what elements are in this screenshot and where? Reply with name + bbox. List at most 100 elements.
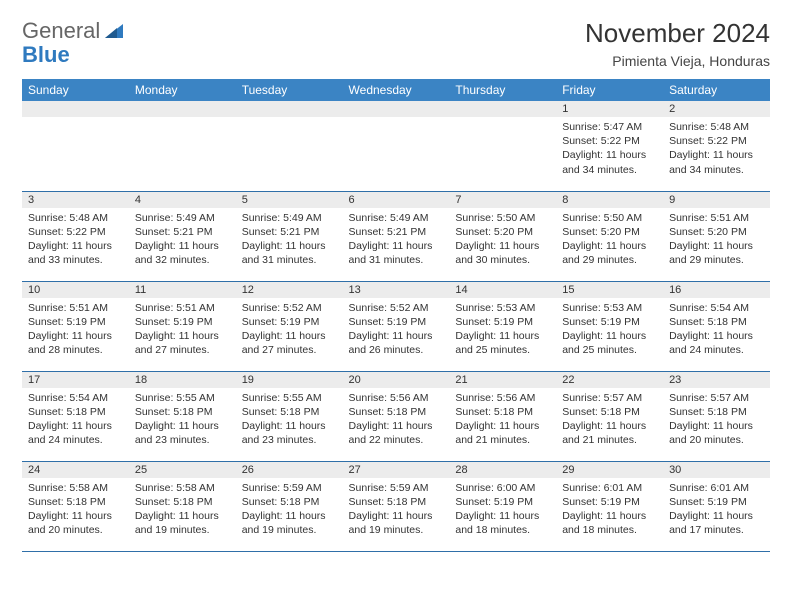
day-data: Sunrise: 5:58 AMSunset: 5:18 PMDaylight:… [129, 478, 236, 542]
day-data: Sunrise: 5:53 AMSunset: 5:19 PMDaylight:… [556, 298, 663, 362]
calendar-row: 1Sunrise: 5:47 AMSunset: 5:22 PMDaylight… [22, 101, 770, 191]
calendar-cell: 20Sunrise: 5:56 AMSunset: 5:18 PMDayligh… [343, 371, 450, 461]
day-data: Sunrise: 6:01 AMSunset: 5:19 PMDaylight:… [556, 478, 663, 542]
calendar-cell: 17Sunrise: 5:54 AMSunset: 5:18 PMDayligh… [22, 371, 129, 461]
day-data: Sunrise: 5:49 AMSunset: 5:21 PMDaylight:… [236, 208, 343, 272]
weekday-header: Friday [556, 79, 663, 101]
day-data: Sunrise: 5:49 AMSunset: 5:21 PMDaylight:… [343, 208, 450, 272]
day-number: 27 [343, 462, 450, 478]
calendar-cell: 9Sunrise: 5:51 AMSunset: 5:20 PMDaylight… [663, 191, 770, 281]
day-number: 3 [22, 192, 129, 208]
day-data: Sunrise: 5:54 AMSunset: 5:18 PMDaylight:… [22, 388, 129, 452]
weekday-header: Wednesday [343, 79, 450, 101]
day-number: 28 [449, 462, 556, 478]
weekday-header: Monday [129, 79, 236, 101]
calendar-cell: 13Sunrise: 5:52 AMSunset: 5:19 PMDayligh… [343, 281, 450, 371]
day-number: 13 [343, 282, 450, 298]
day-number: 1 [556, 101, 663, 117]
weekday-header: Tuesday [236, 79, 343, 101]
day-data: Sunrise: 5:51 AMSunset: 5:19 PMDaylight:… [22, 298, 129, 362]
weekday-row: SundayMondayTuesdayWednesdayThursdayFrid… [22, 79, 770, 101]
day-data: Sunrise: 6:01 AMSunset: 5:19 PMDaylight:… [663, 478, 770, 542]
calendar-cell [129, 101, 236, 191]
logo-blue-row: Blue [22, 42, 70, 68]
day-number: 8 [556, 192, 663, 208]
calendar-cell: 19Sunrise: 5:55 AMSunset: 5:18 PMDayligh… [236, 371, 343, 461]
calendar-cell: 26Sunrise: 5:59 AMSunset: 5:18 PMDayligh… [236, 461, 343, 551]
calendar-cell: 18Sunrise: 5:55 AMSunset: 5:18 PMDayligh… [129, 371, 236, 461]
day-number: 30 [663, 462, 770, 478]
logo: General [22, 18, 127, 44]
day-data: Sunrise: 5:55 AMSunset: 5:18 PMDaylight:… [236, 388, 343, 452]
calendar-cell: 8Sunrise: 5:50 AMSunset: 5:20 PMDaylight… [556, 191, 663, 281]
calendar-cell [22, 101, 129, 191]
day-data: Sunrise: 5:57 AMSunset: 5:18 PMDaylight:… [663, 388, 770, 452]
day-number-empty [129, 101, 236, 117]
calendar-cell: 6Sunrise: 5:49 AMSunset: 5:21 PMDaylight… [343, 191, 450, 281]
day-number-empty [22, 101, 129, 117]
calendar-cell: 4Sunrise: 5:49 AMSunset: 5:21 PMDaylight… [129, 191, 236, 281]
calendar-cell: 12Sunrise: 5:52 AMSunset: 5:19 PMDayligh… [236, 281, 343, 371]
day-number: 24 [22, 462, 129, 478]
calendar-body: 1Sunrise: 5:47 AMSunset: 5:22 PMDaylight… [22, 101, 770, 551]
day-data: Sunrise: 5:59 AMSunset: 5:18 PMDaylight:… [343, 478, 450, 542]
calendar-cell: 1Sunrise: 5:47 AMSunset: 5:22 PMDaylight… [556, 101, 663, 191]
weekday-header: Sunday [22, 79, 129, 101]
day-number: 23 [663, 372, 770, 388]
weekday-header: Thursday [449, 79, 556, 101]
day-data: Sunrise: 5:50 AMSunset: 5:20 PMDaylight:… [449, 208, 556, 272]
day-number-empty [449, 101, 556, 117]
day-number: 6 [343, 192, 450, 208]
day-data: Sunrise: 5:52 AMSunset: 5:19 PMDaylight:… [343, 298, 450, 362]
calendar-cell: 3Sunrise: 5:48 AMSunset: 5:22 PMDaylight… [22, 191, 129, 281]
day-data: Sunrise: 5:48 AMSunset: 5:22 PMDaylight:… [663, 117, 770, 181]
calendar-cell [343, 101, 450, 191]
logo-text-blue: Blue [22, 42, 70, 67]
day-data: Sunrise: 5:56 AMSunset: 5:18 PMDaylight:… [343, 388, 450, 452]
calendar-cell [236, 101, 343, 191]
day-number: 29 [556, 462, 663, 478]
page-title: November 2024 [585, 18, 770, 49]
calendar-head: SundayMondayTuesdayWednesdayThursdayFrid… [22, 79, 770, 101]
calendar-cell: 23Sunrise: 5:57 AMSunset: 5:18 PMDayligh… [663, 371, 770, 461]
title-block: November 2024 Pimienta Vieja, Honduras [585, 18, 770, 69]
day-data: Sunrise: 5:49 AMSunset: 5:21 PMDaylight:… [129, 208, 236, 272]
day-number: 17 [22, 372, 129, 388]
calendar-cell: 11Sunrise: 5:51 AMSunset: 5:19 PMDayligh… [129, 281, 236, 371]
day-data: Sunrise: 5:48 AMSunset: 5:22 PMDaylight:… [22, 208, 129, 272]
calendar-cell: 27Sunrise: 5:59 AMSunset: 5:18 PMDayligh… [343, 461, 450, 551]
calendar-cell: 2Sunrise: 5:48 AMSunset: 5:22 PMDaylight… [663, 101, 770, 191]
day-data: Sunrise: 5:51 AMSunset: 5:20 PMDaylight:… [663, 208, 770, 272]
day-number: 21 [449, 372, 556, 388]
day-data: Sunrise: 5:54 AMSunset: 5:18 PMDaylight:… [663, 298, 770, 362]
day-number: 4 [129, 192, 236, 208]
day-number: 18 [129, 372, 236, 388]
calendar-cell: 7Sunrise: 5:50 AMSunset: 5:20 PMDaylight… [449, 191, 556, 281]
day-number: 26 [236, 462, 343, 478]
calendar-row: 17Sunrise: 5:54 AMSunset: 5:18 PMDayligh… [22, 371, 770, 461]
calendar-cell: 29Sunrise: 6:01 AMSunset: 5:19 PMDayligh… [556, 461, 663, 551]
day-number: 11 [129, 282, 236, 298]
day-number: 5 [236, 192, 343, 208]
calendar-cell: 5Sunrise: 5:49 AMSunset: 5:21 PMDaylight… [236, 191, 343, 281]
day-data: Sunrise: 5:51 AMSunset: 5:19 PMDaylight:… [129, 298, 236, 362]
day-number: 25 [129, 462, 236, 478]
calendar-row: 24Sunrise: 5:58 AMSunset: 5:18 PMDayligh… [22, 461, 770, 551]
day-number: 10 [22, 282, 129, 298]
day-data: Sunrise: 5:56 AMSunset: 5:18 PMDaylight:… [449, 388, 556, 452]
calendar-cell: 22Sunrise: 5:57 AMSunset: 5:18 PMDayligh… [556, 371, 663, 461]
day-number: 2 [663, 101, 770, 117]
day-number-empty [343, 101, 450, 117]
calendar-cell: 25Sunrise: 5:58 AMSunset: 5:18 PMDayligh… [129, 461, 236, 551]
calendar-cell: 30Sunrise: 6:01 AMSunset: 5:19 PMDayligh… [663, 461, 770, 551]
day-data: Sunrise: 6:00 AMSunset: 5:19 PMDaylight:… [449, 478, 556, 542]
day-data: Sunrise: 5:50 AMSunset: 5:20 PMDaylight:… [556, 208, 663, 272]
day-data: Sunrise: 5:55 AMSunset: 5:18 PMDaylight:… [129, 388, 236, 452]
calendar-cell: 21Sunrise: 5:56 AMSunset: 5:18 PMDayligh… [449, 371, 556, 461]
day-number: 20 [343, 372, 450, 388]
calendar-row: 10Sunrise: 5:51 AMSunset: 5:19 PMDayligh… [22, 281, 770, 371]
day-number: 9 [663, 192, 770, 208]
day-number: 14 [449, 282, 556, 298]
day-number: 16 [663, 282, 770, 298]
calendar-row: 3Sunrise: 5:48 AMSunset: 5:22 PMDaylight… [22, 191, 770, 281]
